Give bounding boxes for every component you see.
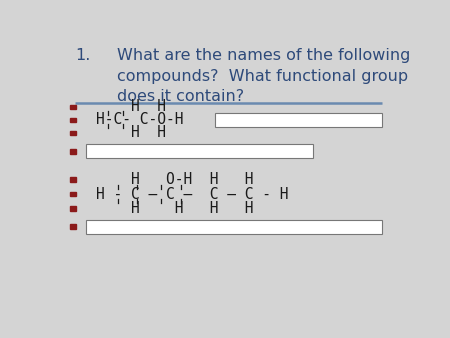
FancyBboxPatch shape	[70, 149, 77, 153]
FancyBboxPatch shape	[70, 130, 77, 135]
FancyBboxPatch shape	[70, 224, 77, 229]
Text: H   O-H  H   H: H O-H H H	[96, 172, 254, 187]
FancyBboxPatch shape	[86, 144, 313, 159]
FancyBboxPatch shape	[215, 113, 382, 127]
Text: H  H: H H	[96, 99, 166, 115]
Text: 1.: 1.	[76, 48, 91, 63]
Text: H-C- C-O-H: H-C- C-O-H	[96, 113, 184, 127]
FancyBboxPatch shape	[86, 220, 382, 234]
FancyBboxPatch shape	[70, 206, 77, 211]
FancyBboxPatch shape	[70, 104, 77, 109]
FancyBboxPatch shape	[70, 192, 77, 196]
FancyBboxPatch shape	[70, 118, 77, 122]
FancyBboxPatch shape	[70, 177, 77, 182]
Text: What are the names of the following
compounds?  What functional group
does it co: What are the names of the following comp…	[117, 48, 411, 104]
Text: H    H   H   H: H H H H	[96, 201, 254, 216]
Text: H - C – C –  C – C - H: H - C – C – C – C - H	[96, 187, 289, 201]
Text: H  H: H H	[96, 125, 166, 141]
